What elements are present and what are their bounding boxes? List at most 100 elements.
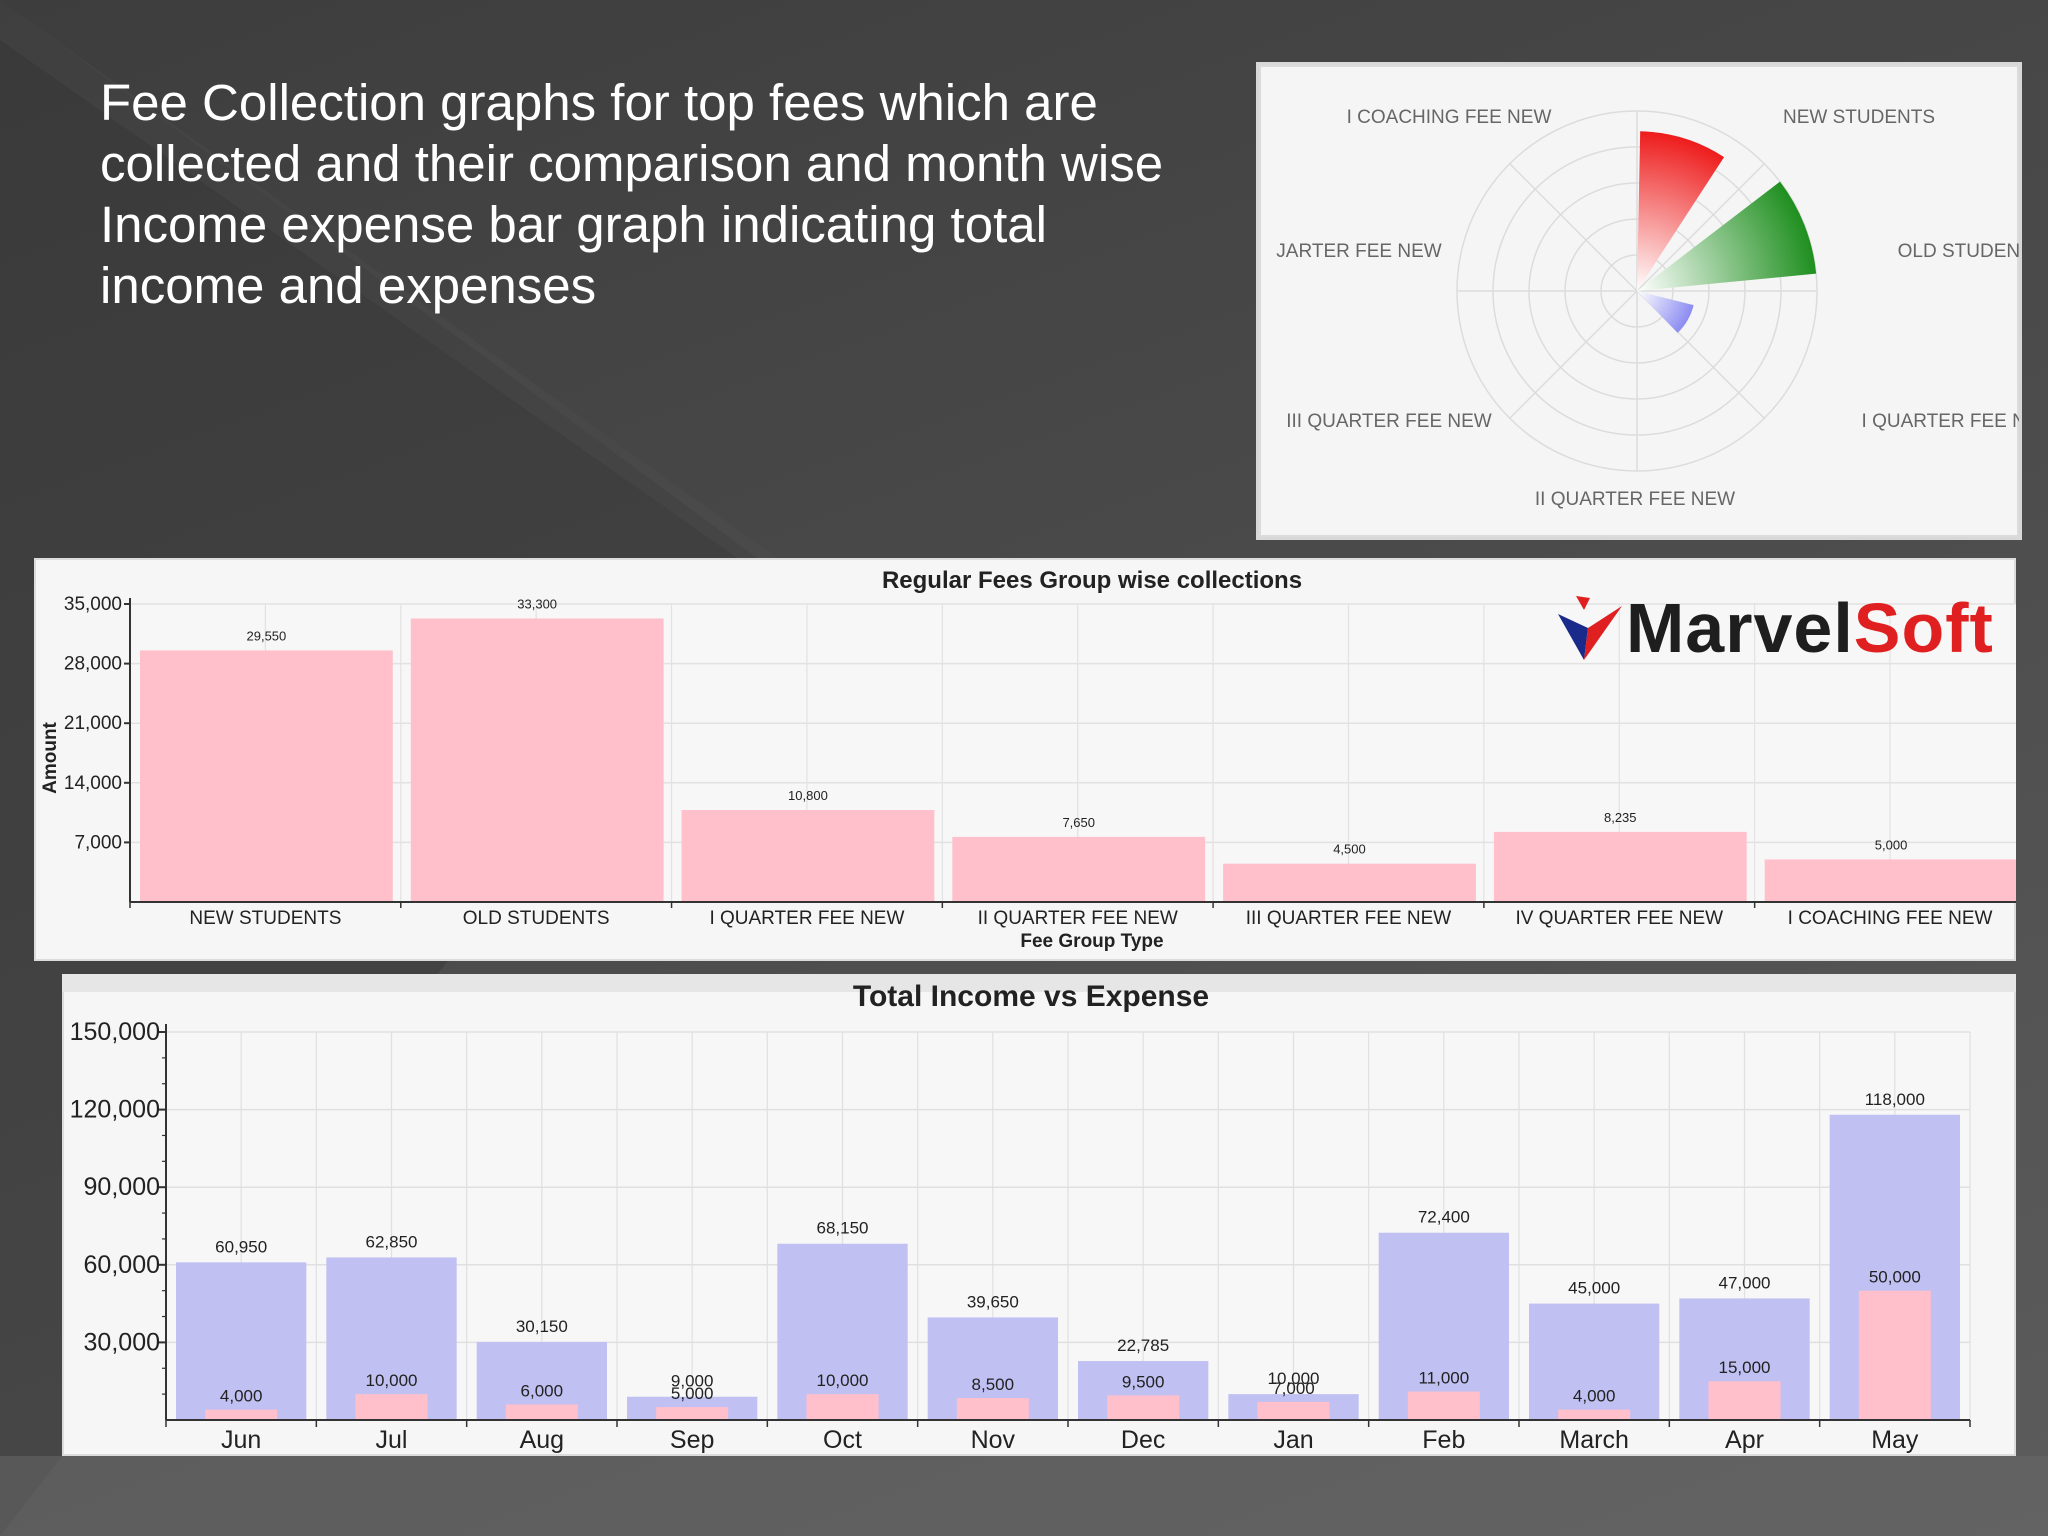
income-category-label: Jun xyxy=(221,1426,261,1454)
fees-category-label: I QUARTER FEE NEW xyxy=(709,908,904,929)
polar-sector-i-quarter-fee-new xyxy=(1637,291,1694,333)
expense-bar xyxy=(1257,1401,1330,1420)
marvelsoft-logo: Marvel Soft xyxy=(1554,588,1994,668)
fees-category-label: I COACHING FEE NEW xyxy=(1788,908,1993,929)
fees-chart-title: Regular Fees Group wise collections xyxy=(882,567,1302,594)
expense-bar xyxy=(1407,1391,1480,1420)
expense-bar xyxy=(956,1398,1029,1420)
income-category-label: March xyxy=(1559,1426,1628,1454)
polar-category-label: I QUARTER FEE NEW xyxy=(1862,411,2019,432)
fee-bar-value-label: 10,800 xyxy=(788,788,828,803)
polar-category-label: NEW STUDENTS xyxy=(1783,107,1935,128)
logo-text-soft: Soft xyxy=(1853,589,1994,667)
expense-value-label: 50,000 xyxy=(1869,1268,1921,1287)
income-value-label: 39,650 xyxy=(967,1292,1019,1311)
income-category-label: Feb xyxy=(1422,1426,1465,1454)
logo-text-marvel: Marvel xyxy=(1626,589,1854,667)
fees-ytick-label: 21,000 xyxy=(64,713,122,734)
expense-value-label: 15,000 xyxy=(1719,1358,1771,1377)
income-category-label: Sep xyxy=(670,1426,714,1454)
income-bar xyxy=(176,1262,307,1420)
income-category-label: Jul xyxy=(376,1426,408,1454)
polar-chart: NEW STUDENTS OLD STUDENTS I QUARTER FEE NE… xyxy=(1276,107,2048,510)
expense-bar xyxy=(806,1394,879,1420)
expense-value-label: 4,000 xyxy=(220,1387,263,1406)
fees-chart-panel: 29,550 NEW STUDENTS 33,300 OLD STUDENTS 10,8… xyxy=(34,558,2027,961)
income-category-label: Nov xyxy=(971,1426,1016,1454)
expense-bar xyxy=(205,1409,278,1420)
polar-category-label: III QUARTER FEE NEW xyxy=(1286,411,1492,432)
polar-category-label: JARTER FEE NEW xyxy=(1276,241,1441,262)
fee-bar xyxy=(681,810,935,902)
fees-category-label: NEW STUDENTS xyxy=(189,908,341,929)
polar-sector-old-students xyxy=(1637,181,1817,291)
polar-grid-spoke xyxy=(1509,290,1638,419)
income-value-label: 60,950 xyxy=(215,1237,267,1256)
fees-ytick-label: 7,000 xyxy=(74,832,122,853)
income-value-label: 118,000 xyxy=(1865,1090,1925,1109)
fee-bar xyxy=(1493,831,1747,902)
income-category-label: Oct xyxy=(823,1426,862,1454)
fee-bar xyxy=(952,836,1206,902)
income-value-label: 62,850 xyxy=(366,1232,418,1251)
polar-category-label: OLD STUDENTS xyxy=(1898,241,2019,262)
fee-bar-value-label: 29,550 xyxy=(247,628,287,643)
income-category-label: Apr xyxy=(1725,1426,1764,1454)
income-value-label: 30,150 xyxy=(516,1317,568,1336)
income-value-label: 45,000 xyxy=(1568,1279,1620,1298)
expense-bar xyxy=(656,1407,729,1420)
income-bar xyxy=(777,1243,908,1420)
expense-value-label: 5,000 xyxy=(671,1384,714,1403)
fee-bar xyxy=(1764,859,2018,902)
income-chart-title: Total Income vs Expense xyxy=(853,980,1209,1013)
polar-sector-new-students xyxy=(1637,131,1725,291)
expense-value-label: 4,000 xyxy=(1573,1387,1616,1406)
polar-category-label: I COACHING FEE NEW xyxy=(1347,107,1552,128)
income-value-label: 22,785 xyxy=(1117,1336,1169,1355)
fees-x-axis-title: Fee Group Type xyxy=(1020,931,1163,952)
income-value-label: 47,000 xyxy=(1719,1273,1771,1292)
income-value-label: 68,150 xyxy=(817,1219,869,1238)
fees-category-label: IV QUARTER FEE NEW xyxy=(1515,908,1723,929)
polar-category-label: II QUARTER FEE NEW xyxy=(1535,489,1735,510)
expense-value-label: 9,500 xyxy=(1122,1372,1165,1391)
income-value-label: 10,000 xyxy=(1268,1369,1320,1388)
fees-ytick-label: 14,000 xyxy=(64,773,122,794)
income-category-label: Aug xyxy=(520,1426,564,1454)
expense-value-label: 10,000 xyxy=(817,1371,869,1390)
fees-category-label: OLD STUDENTS xyxy=(463,908,610,929)
expense-value-label: 6,000 xyxy=(521,1381,564,1400)
polar-grid-spoke xyxy=(1509,163,1638,292)
polar-chart-panel: NEW STUDENTS OLD STUDENTS I QUARTER FEE NE… xyxy=(1256,62,2048,540)
fees-bar-chart: 29,550 NEW STUDENTS 33,300 OLD STUDENTS 10,8… xyxy=(40,567,2027,952)
logo-mark-icon xyxy=(1558,596,1622,660)
income-header-band xyxy=(62,974,2016,992)
fee-bar xyxy=(410,618,664,902)
fees-category-label: II QUARTER FEE NEW xyxy=(978,908,1178,929)
expense-value-label: 8,500 xyxy=(972,1375,1015,1394)
polar-grid-spoke xyxy=(1636,163,1765,292)
expense-bar xyxy=(1107,1395,1180,1420)
income-category-label: May xyxy=(1871,1426,1919,1454)
fee-bar-value-label: 7,650 xyxy=(1062,815,1095,830)
expense-value-label: 11,000 xyxy=(1418,1369,1469,1388)
fees-category-label: III QUARTER FEE NEW xyxy=(1246,908,1452,929)
income-category-label: Dec xyxy=(1121,1426,1165,1454)
income-ytick-label: 60,000 xyxy=(84,1251,160,1279)
slide-title: Fee Collection graphs for top fees which… xyxy=(100,74,1164,314)
income-value-label: 9,000 xyxy=(671,1372,714,1391)
income-expense-panel: Total Income vs Expense 60,950 4,000 Jun 62,… xyxy=(62,974,2016,1456)
fee-bar xyxy=(140,650,393,902)
fees-ytick-label: 28,000 xyxy=(64,654,122,675)
income-expense-chart: Total Income vs Expense 60,950 4,000 Jun 62,… xyxy=(62,974,2016,1454)
fees-ytick-label: 35,000 xyxy=(64,594,122,615)
income-category-label: Jan xyxy=(1273,1426,1313,1454)
income-bar xyxy=(1529,1303,1660,1420)
expense-bar xyxy=(505,1404,578,1420)
income-ytick-label: 90,000 xyxy=(84,1173,160,1201)
fees-y-axis-title: Amount xyxy=(40,721,61,793)
income-ytick-label: 150,000 xyxy=(70,1018,160,1046)
income-ytick-label: 30,000 xyxy=(84,1328,160,1356)
expense-value-label: 10,000 xyxy=(366,1371,418,1390)
fee-bar-value-label: 4,500 xyxy=(1333,842,1366,857)
